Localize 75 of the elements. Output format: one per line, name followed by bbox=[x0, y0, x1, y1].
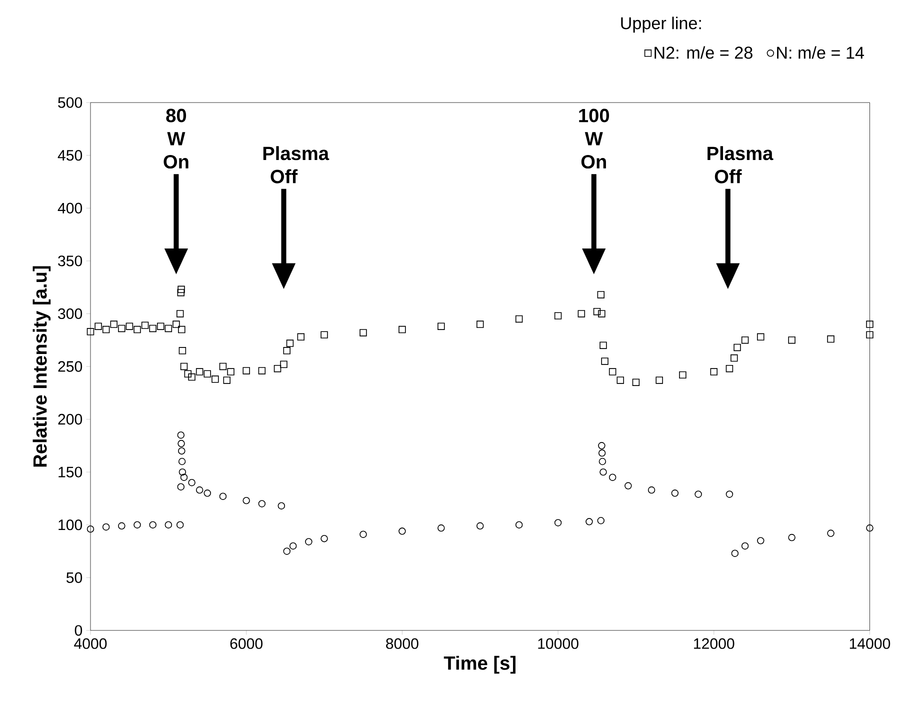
point bbox=[149, 521, 156, 528]
point bbox=[788, 534, 796, 542]
point bbox=[731, 550, 739, 558]
point bbox=[598, 458, 606, 466]
y-tick-label: 0 bbox=[74, 625, 82, 636]
point bbox=[608, 474, 616, 481]
y-tick-label: 400 bbox=[58, 202, 82, 214]
point bbox=[242, 496, 250, 504]
x-tick-label: 10000 bbox=[538, 638, 578, 649]
point bbox=[283, 548, 290, 555]
x-tick-label: 4000 bbox=[74, 638, 107, 649]
point bbox=[102, 523, 110, 531]
point bbox=[177, 432, 185, 439]
y-axis-title: Relative Intensity [a.u] bbox=[32, 266, 51, 467]
point bbox=[866, 524, 874, 532]
point bbox=[757, 537, 764, 544]
point bbox=[178, 468, 186, 476]
point bbox=[176, 521, 184, 528]
point bbox=[741, 542, 749, 550]
annotation: Plasma Off bbox=[263, 146, 330, 184]
point bbox=[180, 474, 188, 481]
point bbox=[278, 502, 286, 510]
point bbox=[289, 542, 297, 550]
point bbox=[164, 521, 172, 528]
point bbox=[360, 530, 367, 538]
point bbox=[398, 528, 406, 535]
y-tick-label: 450 bbox=[58, 150, 82, 161]
legend-title: Upper line: bbox=[621, 16, 701, 33]
y-tick-label: 350 bbox=[58, 256, 82, 266]
point bbox=[178, 440, 185, 448]
point bbox=[597, 517, 605, 524]
point bbox=[598, 442, 606, 450]
y-tick-label: 250 bbox=[58, 361, 82, 372]
point bbox=[827, 530, 834, 537]
point bbox=[320, 534, 328, 542]
y-tick-label: 200 bbox=[58, 414, 82, 425]
point bbox=[726, 490, 734, 498]
point bbox=[586, 518, 593, 526]
point bbox=[515, 521, 523, 528]
point bbox=[219, 492, 227, 500]
point bbox=[178, 458, 186, 466]
annotation: 80 W On bbox=[164, 108, 188, 169]
point bbox=[196, 486, 204, 494]
x-tick-label: 12000 bbox=[694, 638, 734, 649]
y-tick-label: 500 bbox=[58, 97, 82, 108]
point bbox=[476, 522, 484, 530]
legend-label: N2: m/e = 28 bbox=[654, 46, 752, 59]
x-tick-label: 8000 bbox=[386, 638, 418, 649]
annotation: Plasma Off bbox=[708, 146, 774, 184]
legend-label: N: m/e = 14 bbox=[777, 46, 864, 59]
point bbox=[671, 490, 679, 497]
point bbox=[86, 525, 94, 533]
point bbox=[177, 483, 185, 490]
y-tick-label: 50 bbox=[66, 572, 82, 583]
point bbox=[258, 500, 266, 508]
y-tick-label: 150 bbox=[58, 466, 82, 478]
point bbox=[204, 490, 211, 497]
point bbox=[438, 524, 445, 532]
point bbox=[178, 447, 186, 455]
point bbox=[305, 538, 312, 546]
annotation: 100 W On bbox=[579, 108, 610, 169]
point bbox=[600, 468, 607, 476]
point bbox=[554, 519, 562, 526]
point bbox=[598, 449, 606, 457]
point bbox=[134, 521, 141, 528]
point bbox=[694, 490, 702, 498]
point bbox=[648, 486, 656, 494]
point bbox=[118, 522, 126, 530]
point bbox=[624, 482, 632, 490]
y-tick-label: 300 bbox=[58, 308, 82, 320]
x-tick-label: 14000 bbox=[850, 638, 890, 649]
y-tick-label: 100 bbox=[58, 520, 82, 530]
x-tick-label: 6000 bbox=[230, 638, 263, 649]
x-axis-title: Time [s] bbox=[444, 656, 516, 674]
point bbox=[188, 479, 196, 486]
